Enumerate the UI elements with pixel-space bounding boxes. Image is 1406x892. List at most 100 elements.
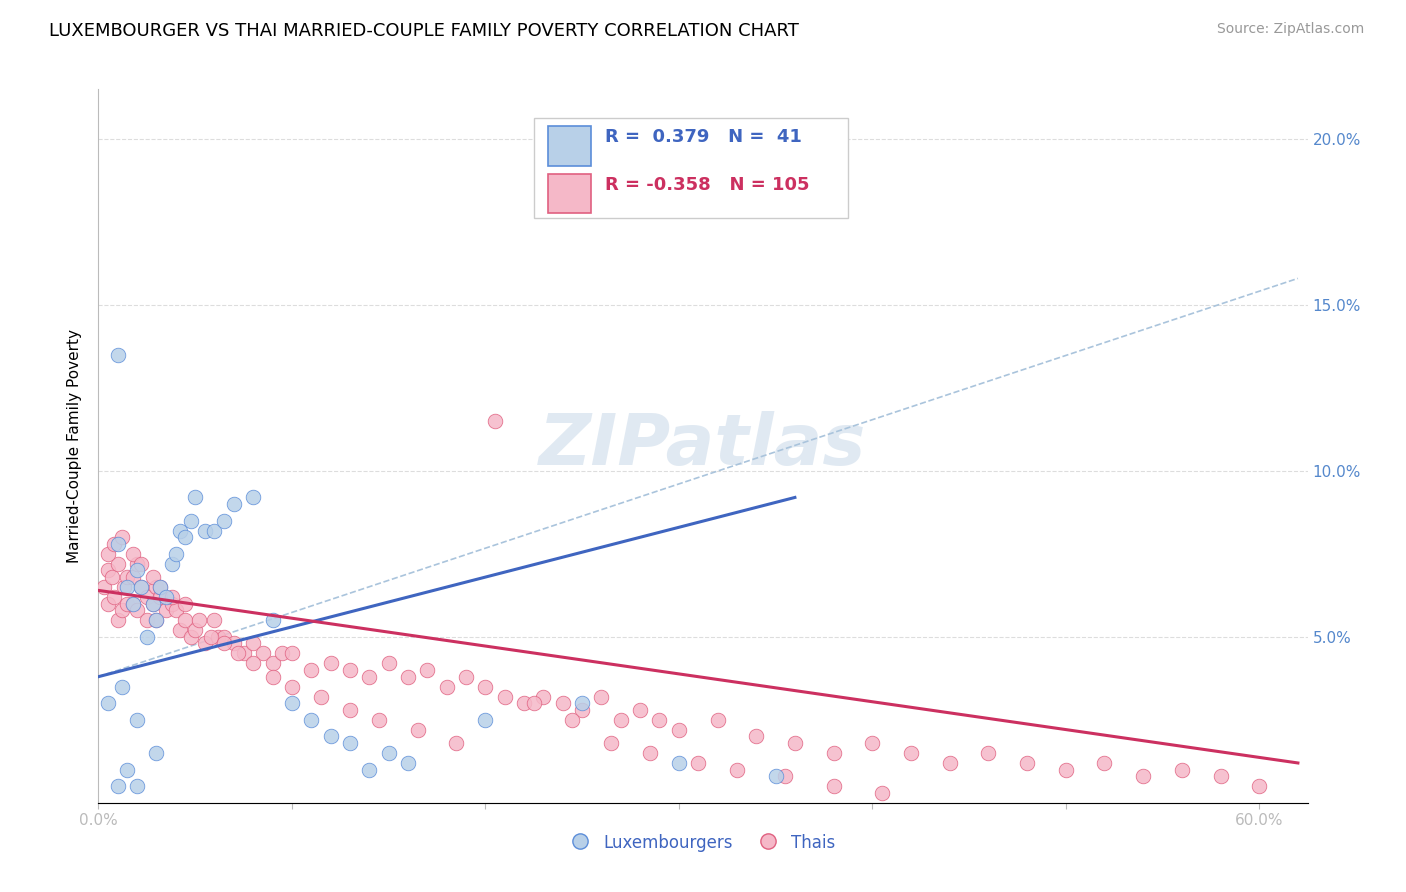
Point — [111, 680, 134, 694]
Point — [242, 491, 264, 505]
Point — [242, 636, 264, 650]
Point — [122, 597, 145, 611]
Point — [184, 491, 207, 505]
Point — [117, 570, 139, 584]
Point — [222, 497, 245, 511]
Point — [638, 746, 661, 760]
Point — [97, 597, 120, 611]
Point — [212, 630, 235, 644]
Point — [1094, 756, 1116, 770]
Point — [339, 736, 361, 750]
Point — [174, 530, 197, 544]
FancyBboxPatch shape — [548, 127, 591, 166]
Point — [531, 690, 554, 704]
Point — [122, 570, 145, 584]
Point — [117, 580, 139, 594]
Point — [160, 557, 183, 571]
Point — [117, 763, 139, 777]
Text: R =  0.379   N =  41: R = 0.379 N = 41 — [605, 128, 801, 145]
Point — [1132, 769, 1154, 783]
Point — [127, 557, 149, 571]
Point — [823, 746, 845, 760]
Point — [97, 564, 120, 578]
Point — [1209, 769, 1232, 783]
Point — [406, 723, 429, 737]
Point — [1015, 756, 1038, 770]
Point — [561, 713, 583, 727]
Point — [319, 657, 342, 671]
Point — [513, 696, 536, 710]
Point — [262, 613, 284, 627]
Y-axis label: Married-Couple Family Poverty: Married-Couple Family Poverty — [67, 329, 83, 563]
Point — [359, 670, 381, 684]
Point — [169, 624, 191, 638]
Point — [194, 524, 217, 538]
Point — [551, 696, 574, 710]
Point — [870, 786, 893, 800]
Point — [232, 647, 254, 661]
Point — [145, 580, 167, 594]
Point — [117, 597, 139, 611]
Point — [454, 670, 477, 684]
Point — [222, 636, 245, 650]
Point — [377, 657, 399, 671]
Point — [129, 557, 152, 571]
Point — [823, 779, 845, 793]
Point — [97, 547, 120, 561]
Point — [773, 769, 796, 783]
Text: R = -0.358   N = 105: R = -0.358 N = 105 — [605, 176, 810, 194]
Point — [142, 597, 165, 611]
Point — [368, 713, 391, 727]
Point — [127, 713, 149, 727]
Point — [319, 730, 342, 744]
Point — [610, 713, 633, 727]
Point — [204, 613, 226, 627]
Point — [668, 756, 690, 770]
Point — [226, 647, 249, 661]
Point — [112, 580, 135, 594]
Point — [299, 713, 322, 727]
Point — [339, 703, 361, 717]
Point — [359, 763, 381, 777]
Point — [200, 630, 222, 644]
Point — [145, 613, 167, 627]
Point — [97, 696, 120, 710]
Point — [571, 703, 593, 717]
Text: Source: ZipAtlas.com: Source: ZipAtlas.com — [1216, 22, 1364, 37]
Point — [668, 723, 690, 737]
Point — [900, 746, 922, 760]
Point — [111, 530, 134, 544]
Point — [145, 746, 167, 760]
Point — [111, 603, 134, 617]
Point — [107, 537, 129, 551]
Text: LUXEMBOURGER VS THAI MARRIED-COUPLE FAMILY POVERTY CORRELATION CHART: LUXEMBOURGER VS THAI MARRIED-COUPLE FAMI… — [49, 22, 799, 40]
Point — [160, 597, 183, 611]
Point — [135, 630, 157, 644]
Point — [107, 557, 129, 571]
Point — [860, 736, 883, 750]
Point — [155, 603, 177, 617]
Point — [252, 647, 274, 661]
Point — [174, 613, 197, 627]
Point — [127, 564, 149, 578]
Point — [523, 696, 546, 710]
Point — [107, 348, 129, 362]
Point — [149, 580, 172, 594]
Point — [165, 603, 187, 617]
Point — [212, 636, 235, 650]
FancyBboxPatch shape — [548, 174, 591, 213]
Point — [706, 713, 728, 727]
Point — [299, 663, 322, 677]
Point — [281, 647, 304, 661]
Point — [977, 746, 1000, 760]
Point — [107, 613, 129, 627]
Point — [688, 756, 710, 770]
Point — [416, 663, 439, 677]
Point — [142, 570, 165, 584]
Point — [271, 647, 294, 661]
Point — [129, 580, 152, 594]
Point — [135, 590, 157, 604]
Point — [103, 590, 125, 604]
Point — [122, 597, 145, 611]
Point — [122, 547, 145, 561]
